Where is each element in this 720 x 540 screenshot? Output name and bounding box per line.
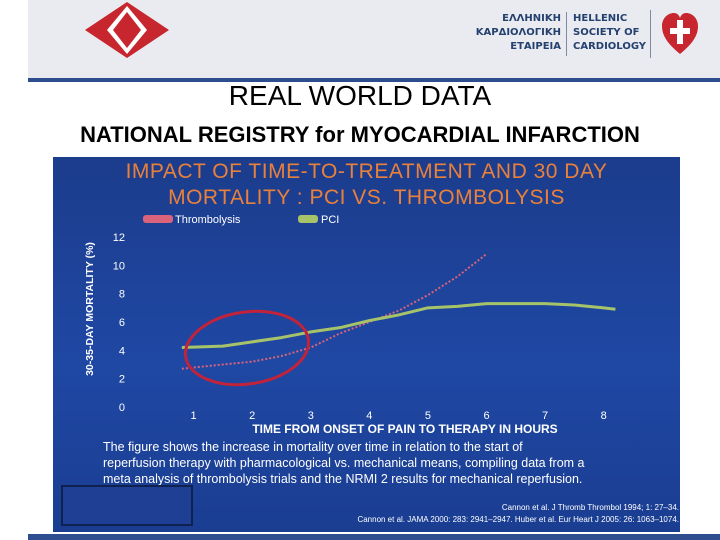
legend-label-pci: PCI <box>321 214 339 226</box>
y-tick-label: 4 <box>119 345 125 357</box>
society-english-line: HELLENIC <box>573 13 628 24</box>
y-tick-label: 2 <box>119 374 125 386</box>
figure-title: IMPACT OF TIME-TO-TREATMENT AND 30 DAY M… <box>53 159 680 211</box>
series-line-pci <box>181 302 616 349</box>
citation-line: Cannon et al. J Thromb Thrombol 1994; 1:… <box>501 503 679 512</box>
footer-bar <box>28 534 720 540</box>
series-line-thrombolysis <box>181 253 488 370</box>
heart-logo-icon <box>662 13 698 54</box>
x-tick-label: 2 <box>249 410 255 422</box>
y-tick-label: 6 <box>119 317 125 329</box>
slide-title: REAL WORLD DATA <box>228 80 492 111</box>
caption-line: The figure shows the increase in mortali… <box>103 440 523 454</box>
slide-subtitle: NATIONAL REGISTRY for MYOCARDIAL INFARCT… <box>80 122 640 147</box>
figure-title-line: MORTALITY : PCI VS. THROMBOLYSIS <box>168 186 565 209</box>
legend-swatch-pci <box>298 215 318 223</box>
x-tick-label: 1 <box>191 410 197 422</box>
society-logo-icon <box>85 2 169 58</box>
caption-line: meta analysis of thrombolysis trials and… <box>103 472 583 486</box>
society-greek-line: ΚΑΡΔΙΟΛΟΓΙΚΗ <box>475 27 561 38</box>
society-greek-line: ΕΛΛΗΝΙΚΗ <box>502 13 561 24</box>
x-tick-label: 3 <box>308 410 314 422</box>
caption-line: reperfusion therapy with pharmacological… <box>103 456 585 470</box>
chart: Thrombolysis PCI 30-35-DAY MORTALITY (%)… <box>84 214 616 436</box>
x-tick-label: 5 <box>425 410 431 422</box>
overlay-box <box>61 485 193 526</box>
y-tick-label: 0 <box>119 402 125 414</box>
society-name-english: HELLENIC SOCIETY OF CARDIOLOGY <box>573 12 647 54</box>
x-tick-label: 7 <box>542 410 548 422</box>
y-axis-label: 30-35-DAY MORTALITY (%) <box>84 242 96 376</box>
legend-swatch-thrombolysis <box>143 215 173 223</box>
figure-panel: IMPACT OF TIME-TO-TREATMENT AND 30 DAY M… <box>53 157 680 532</box>
figure-title-line: IMPACT OF TIME-TO-TREATMENT AND 30 DAY <box>125 160 608 183</box>
x-axis-label: TIME FROM ONSET OF PAIN TO THERAPY IN HO… <box>252 422 557 436</box>
header-divider <box>566 12 567 56</box>
y-tick-label: 10 <box>113 260 125 272</box>
society-name-greek: ΕΛΛΗΝΙΚΗ ΚΑΡΔΙΟΛΟΓΙΚΗ ΕΤΑΙΡΕΙΑ <box>441 12 561 54</box>
y-tick-label: 8 <box>119 289 125 301</box>
citation-line: Cannon et al. JAMA 2000: 283: 2941–2947.… <box>357 515 679 524</box>
y-tick-label: 12 <box>113 232 125 244</box>
x-tick-label: 8 <box>601 410 607 422</box>
society-greek-line: ΕΤΑΙΡΕΙΑ <box>510 41 561 52</box>
legend-label-thrombolysis: Thrombolysis <box>175 214 241 226</box>
header-band: ΕΛΛΗΝΙΚΗ ΚΑΡΔΙΟΛΟΓΙΚΗ ΕΤΑΙΡΕΙΑ HELLENIC … <box>28 0 720 82</box>
x-tick-label: 6 <box>483 410 489 422</box>
society-english-line: CARDIOLOGY <box>573 41 647 52</box>
highlight-circle <box>183 309 311 387</box>
header-divider <box>650 10 651 58</box>
figure-caption: The figure shows the increase in mortali… <box>103 439 673 487</box>
society-english-line: SOCIETY OF <box>573 27 640 38</box>
x-tick-label: 4 <box>366 410 372 422</box>
